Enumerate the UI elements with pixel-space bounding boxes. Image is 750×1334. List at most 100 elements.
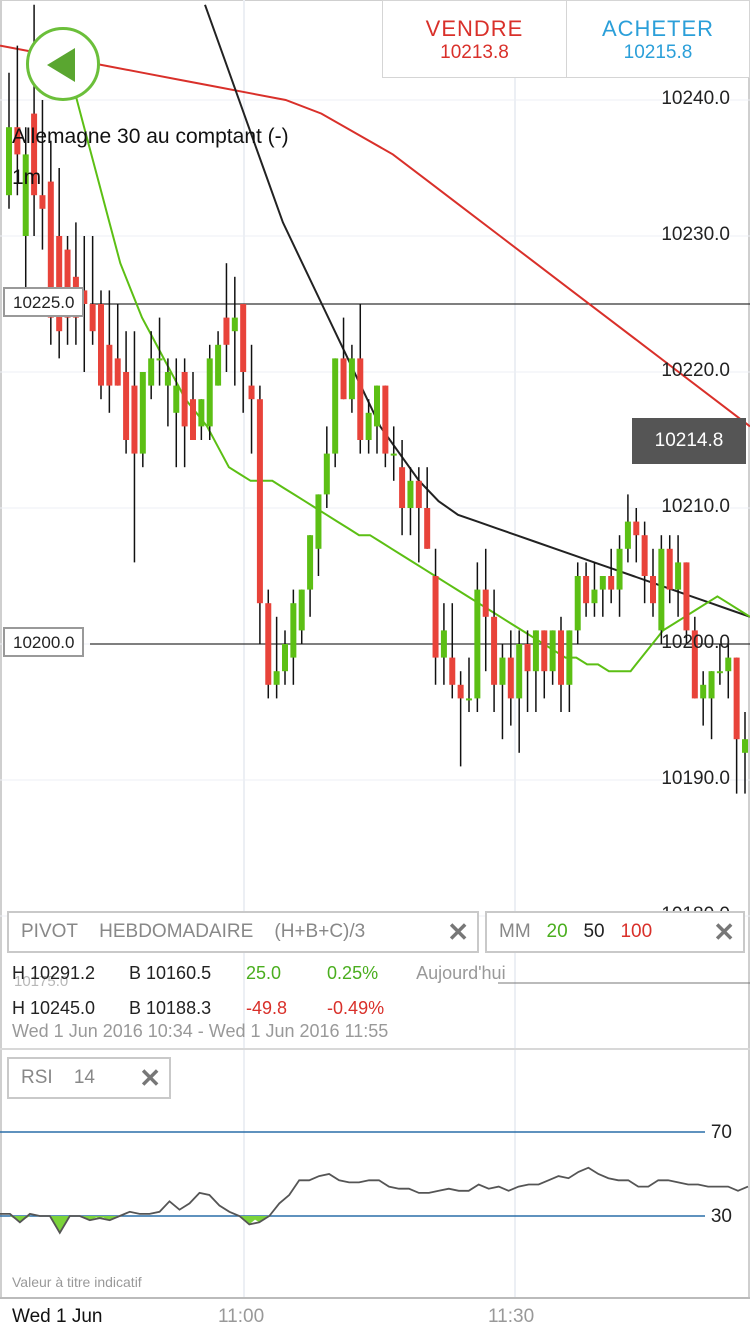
candle-up — [725, 657, 732, 672]
pivot-indicator[interactable]: PIVOT HEBDOMADAIRE (H+B+C)/3 ✕ — [7, 911, 479, 953]
high-value: H 10291.2 — [12, 963, 96, 983]
buy-button[interactable]: ACHETER 10215.8 — [566, 0, 750, 78]
back-arrow-icon — [47, 48, 75, 82]
candle-up — [700, 684, 707, 699]
candle-down — [223, 317, 230, 345]
change-value: -49.8 — [246, 998, 288, 1018]
candle-up — [675, 562, 682, 590]
back-button[interactable] — [26, 27, 100, 101]
candle-down — [633, 521, 640, 536]
candle-down — [691, 630, 698, 699]
y-tick-label: 10230.0 — [661, 224, 730, 245]
rsi-indicator[interactable]: RSI 14 ✕ — [7, 1057, 171, 1099]
candle-up — [365, 412, 372, 440]
candle-down — [39, 195, 46, 209]
candle-up — [440, 630, 447, 658]
period-label: Aujourd'hui — [416, 963, 506, 983]
candle-up — [549, 630, 556, 672]
candle-down — [181, 372, 188, 427]
stats-row-2: H 10245.0 B 10188.3 -49.8 -0.49% — [12, 998, 411, 1019]
hline-label-10200[interactable]: 10200.0 — [3, 627, 85, 657]
candle-up — [198, 399, 205, 427]
candle-up — [742, 739, 748, 753]
candle-up — [499, 657, 506, 685]
x-tick-label: 11:00 — [218, 1306, 265, 1327]
timeframe-label[interactable]: 1m — [12, 166, 42, 189]
candle-up — [708, 671, 715, 699]
candle-down — [733, 657, 740, 740]
candle-down — [265, 603, 272, 685]
candle-up — [307, 535, 314, 590]
y-tick-label: 10200.0 — [661, 632, 730, 653]
close-icon[interactable]: ✕ — [447, 917, 469, 947]
rsi-level-70: 70 — [710, 1122, 732, 1143]
x-axis-date: Wed 1 Jun — [12, 1306, 103, 1327]
candle-down — [666, 548, 673, 590]
candle-down — [432, 576, 439, 658]
sell-button[interactable]: VENDRE 10213.8 — [382, 0, 567, 78]
candle-up — [315, 494, 322, 549]
chart-frame — [0, 0, 750, 1299]
high-value: H 10245.0 — [12, 998, 96, 1018]
candle-up — [231, 317, 238, 332]
candle-down — [583, 576, 590, 604]
candle-down — [357, 358, 364, 440]
ma-indicator[interactable]: MM 20 50 100 ✕ — [485, 911, 745, 953]
x-tick-label: 11:30 — [488, 1306, 535, 1327]
candle-down — [14, 127, 21, 155]
candle-up — [566, 630, 573, 685]
low-value: B 10188.3 — [129, 998, 212, 1018]
indicative-note: Valeur à titre indicatif — [12, 1274, 142, 1290]
candle-up — [599, 576, 606, 590]
candle-down — [399, 467, 406, 508]
close-icon[interactable]: ✕ — [139, 1063, 161, 1093]
candle-up — [323, 453, 330, 495]
candle-down — [541, 630, 548, 672]
candle-up — [282, 644, 288, 672]
candle-up — [290, 603, 297, 658]
rsi-label: RSI — [21, 1067, 53, 1088]
candle-up — [591, 589, 598, 604]
candle-down — [683, 562, 690, 631]
candle-up — [624, 521, 631, 549]
pivot-type: HEBDOMADAIRE — [99, 921, 254, 942]
close-icon[interactable]: ✕ — [713, 917, 735, 947]
candle-down — [482, 589, 489, 617]
candle-up — [298, 589, 305, 631]
candle-down — [340, 358, 347, 400]
candle-down — [240, 304, 247, 372]
candle-up — [215, 344, 222, 386]
candle-down — [114, 358, 121, 386]
change-value: 25.0 — [246, 963, 282, 983]
candle-down — [424, 508, 431, 549]
candle-up — [332, 358, 339, 454]
candle-down — [650, 576, 656, 604]
y-tick-label: 10190.0 — [661, 768, 730, 789]
hline-label-10225[interactable]: 10225.0 — [3, 287, 85, 317]
ma-label: MM — [499, 921, 531, 942]
change-pct: 0.25% — [327, 963, 379, 983]
candle-down — [98, 304, 104, 386]
candle-down — [248, 385, 255, 400]
current-price-badge: 10214.8 — [632, 418, 746, 464]
rsi-line — [0, 1166, 749, 1235]
hidden-price-label: 10175.0 — [14, 973, 69, 990]
candle-down — [524, 644, 531, 672]
ma100-line — [0, 44, 750, 428]
candle-up — [574, 576, 581, 631]
candle-up — [716, 671, 723, 674]
candle-up — [466, 698, 472, 701]
sell-label: VENDRE — [425, 16, 524, 41]
rsi-level-30: 30 — [710, 1206, 732, 1227]
candle-up — [206, 358, 213, 427]
candle-down — [256, 399, 263, 604]
ma-period-100: 100 — [620, 921, 653, 942]
candle-down — [47, 181, 54, 318]
change-pct: -0.49% — [327, 998, 385, 1018]
candle-up — [348, 358, 355, 400]
y-tick-label: 10240.0 — [661, 88, 730, 109]
candle-up — [374, 385, 380, 427]
date-range: Wed 1 Jun 2016 10:34 - Wed 1 Jun 2016 11… — [12, 1021, 389, 1041]
candle-up — [164, 372, 171, 386]
